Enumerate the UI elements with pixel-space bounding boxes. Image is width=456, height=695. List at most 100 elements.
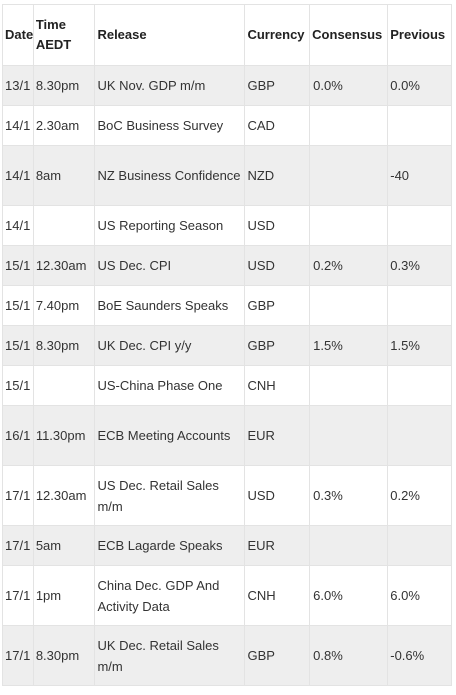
cell-release: China Dec. GDP And Activity Data [94,565,246,626]
cell-release: ECB Meeting Accounts [94,405,246,466]
table-row: 13/1 8.30pm UK Nov. GDP m/m GBP 0.0% 0.0… [2,65,452,106]
cell-consensus [309,285,389,326]
cell-previous: -40 [387,145,452,206]
cell-previous [387,365,452,406]
cell-date: 17/1 [2,625,34,686]
cell-previous: 0.2% [387,465,452,526]
cell-currency: GBP [244,325,311,366]
header-consensus: Consensus [309,4,389,66]
cell-consensus: 1.5% [309,325,389,366]
cell-date: 13/1 [2,65,34,106]
cell-previous [387,105,452,146]
cell-release: BoE Saunders Speaks [94,285,246,326]
table-row: 17/1 12.30am US Dec. Retail Sales m/m US… [2,465,452,526]
table-row: 17/1 8.30pm UK Dec. Retail Sales m/m GBP… [2,625,452,686]
cell-consensus: 0.3% [309,465,389,526]
cell-time: 12.30am [32,245,96,286]
cell-consensus [309,405,389,466]
cell-time: 2.30am [32,105,96,146]
cell-consensus: 0.8% [309,625,389,686]
cell-date: 15/1 [2,365,34,406]
cell-date: 15/1 [2,285,34,326]
cell-currency: EUR [244,405,311,466]
cell-release: BoC Business Survey [94,105,246,146]
cell-currency: CNH [244,565,311,626]
cell-previous: 6.0% [387,565,452,626]
cell-time [32,365,96,406]
table-row: 17/1 5am ECB Lagarde Speaks EUR [2,525,452,566]
table-row: 14/1 US Reporting Season USD [2,205,452,246]
cell-previous: 0.3% [387,245,452,286]
table-row: 15/1 12.30am US Dec. CPI USD 0.2% 0.3% [2,245,452,286]
cell-previous [387,285,452,326]
cell-currency: USD [244,205,311,246]
cell-release: ECB Lagarde Speaks [94,525,246,566]
header-date: Date [2,4,34,66]
cell-time [32,205,96,246]
cell-date: 14/1 [2,105,34,146]
table-row: 14/1 8am NZ Business Confidence NZD -40 [2,145,452,206]
cell-date: 15/1 [2,325,34,366]
cell-currency: CNH [244,365,311,406]
cell-previous: 0.0% [387,65,452,106]
cell-consensus: 6.0% [309,565,389,626]
cell-consensus [309,365,389,406]
cell-consensus [309,205,389,246]
cell-time: 8.30pm [32,625,96,686]
cell-currency: GBP [244,65,311,106]
cell-previous: 1.5% [387,325,452,366]
cell-time: 8.30pm [32,65,96,106]
cell-currency: USD [244,245,311,286]
cell-consensus: 0.0% [309,65,389,106]
cell-time: 8am [32,145,96,206]
cell-currency: EUR [244,525,311,566]
table-header: Date Time AEDT Release Currency Consensu… [2,4,452,66]
cell-currency: GBP [244,625,311,686]
table-row: 16/1 11.30pm ECB Meeting Accounts EUR [2,405,452,466]
cell-date: 14/1 [2,145,34,206]
cell-currency: CAD [244,105,311,146]
header-release: Release [94,4,246,66]
cell-time: 11.30pm [32,405,96,466]
table-row: 15/1 US-China Phase One CNH [2,365,452,406]
cell-date: 17/1 [2,565,34,626]
cell-time: 1pm [32,565,96,626]
cell-previous [387,525,452,566]
cell-release: UK Dec. CPI y/y [94,325,246,366]
table-row: 14/1 2.30am BoC Business Survey CAD [2,105,452,146]
cell-date: 16/1 [2,405,34,466]
cell-previous [387,205,452,246]
cell-currency: NZD [244,145,311,206]
header-time: Time AEDT [32,4,96,66]
cell-consensus [309,145,389,206]
cell-consensus: 0.2% [309,245,389,286]
table-row: 15/1 8.30pm UK Dec. CPI y/y GBP 1.5% 1.5… [2,325,452,366]
cell-release: US Dec. Retail Sales m/m [94,465,246,526]
cell-time: 7.40pm [32,285,96,326]
cell-previous [387,405,452,466]
economic-calendar-table: Date Time AEDT Release Currency Consensu… [2,4,452,686]
header-previous: Previous [387,4,452,66]
table-row: 17/1 1pm China Dec. GDP And Activity Dat… [2,565,452,626]
cell-release: US-China Phase One [94,365,246,406]
cell-release: NZ Business Confidence [94,145,246,206]
cell-consensus [309,105,389,146]
table-row: 15/1 7.40pm BoE Saunders Speaks GBP [2,285,452,326]
table-body: 13/1 8.30pm UK Nov. GDP m/m GBP 0.0% 0.0… [2,65,452,686]
cell-release: US Dec. CPI [94,245,246,286]
cell-date: 17/1 [2,525,34,566]
cell-currency: USD [244,465,311,526]
cell-release: UK Dec. Retail Sales m/m [94,625,246,686]
cell-date: 17/1 [2,465,34,526]
cell-time: 5am [32,525,96,566]
cell-release: UK Nov. GDP m/m [94,65,246,106]
header-currency: Currency [244,4,311,66]
cell-release: US Reporting Season [94,205,246,246]
header-row: Date Time AEDT Release Currency Consensu… [2,4,452,66]
cell-date: 15/1 [2,245,34,286]
cell-consensus [309,525,389,566]
cell-previous: -0.6% [387,625,452,686]
cell-time: 8.30pm [32,325,96,366]
cell-time: 12.30am [32,465,96,526]
cell-date: 14/1 [2,205,34,246]
